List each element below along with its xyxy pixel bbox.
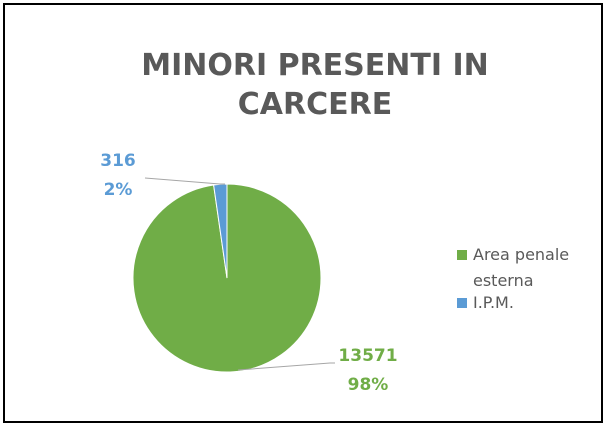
- percent-label: 2%: [104, 180, 133, 200]
- leader-line: [144, 177, 225, 185]
- legend-swatch: [457, 298, 467, 308]
- data-label: 13571: [338, 346, 397, 366]
- page: MINORI PRESENTI IN CARCERE 13571 98% 316 2%…: [3, 3, 603, 423]
- leader-line: [237, 362, 335, 371]
- legend-entry: I.P.M.: [457, 290, 597, 316]
- data-label: 316: [100, 151, 136, 171]
- legend-label: I.P.M.: [473, 293, 514, 312]
- chart: 13571 98% 316 2%: [100, 151, 397, 395]
- percent-label: 98%: [348, 375, 389, 395]
- legend-entry: Area penale esterna: [457, 242, 597, 294]
- legend-swatch: [457, 250, 467, 260]
- chart-title: MINORI PRESENTI IN CARCERE: [141, 48, 489, 122]
- legend-label: Area penale esterna: [473, 245, 570, 290]
